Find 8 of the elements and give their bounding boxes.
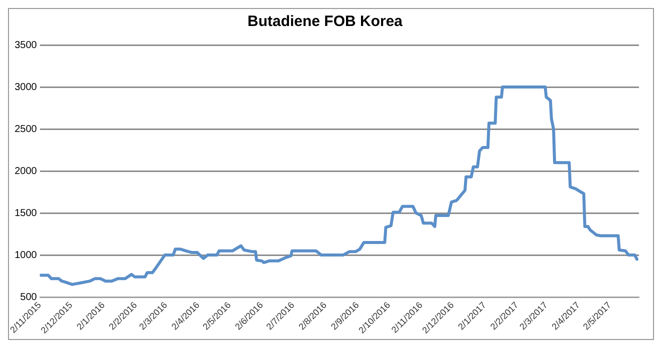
chart-title: Butadiene FOB Korea <box>247 13 404 30</box>
y-tick-label: 2500 <box>14 124 38 135</box>
y-tick-label: 3500 <box>14 40 38 51</box>
y-tick-label: 500 <box>20 292 38 303</box>
y-tick-label: 2000 <box>14 166 38 177</box>
y-tick-label: 1000 <box>14 250 38 261</box>
y-tick-label: 3000 <box>14 82 38 93</box>
y-tick-label: 1500 <box>14 208 38 219</box>
